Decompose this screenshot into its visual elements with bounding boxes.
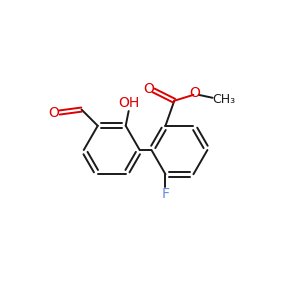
Text: CH₃: CH₃ (212, 93, 235, 106)
Text: F: F (161, 187, 169, 201)
Text: O: O (190, 86, 200, 100)
Text: O: O (143, 82, 154, 96)
Text: O: O (48, 106, 59, 119)
Text: OH: OH (118, 96, 140, 110)
